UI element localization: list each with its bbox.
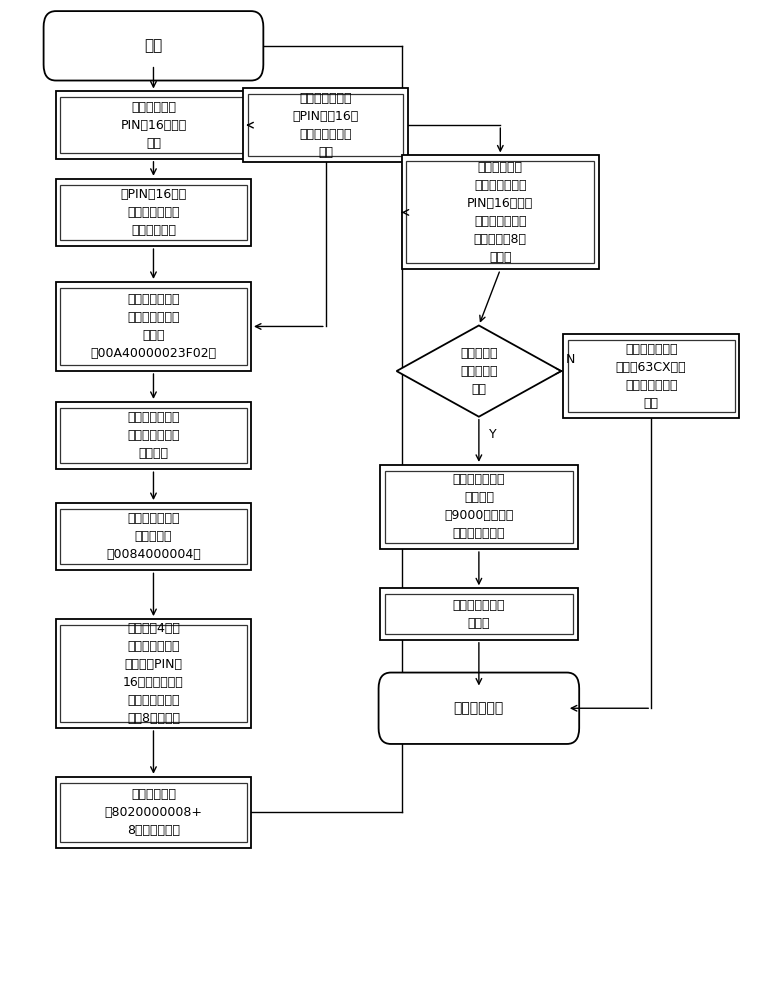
Bar <box>563 334 739 418</box>
Text: Y: Y <box>489 428 496 441</box>
Text: 表具进行其他各
种操作: 表具进行其他各 种操作 <box>453 599 505 630</box>
FancyBboxPatch shape <box>378 673 579 744</box>
Text: N: N <box>566 353 575 366</box>
FancyBboxPatch shape <box>43 11 263 81</box>
Bar <box>567 340 735 412</box>
Bar <box>244 88 408 162</box>
Bar <box>60 783 246 842</box>
Bar <box>60 509 246 564</box>
Text: 把PIN和16位查
表种子通过母卡
传递个用户卡: 把PIN和16位查 表种子通过母卡 传递个用户卡 <box>120 188 187 237</box>
Bar <box>56 777 251 848</box>
Text: 读卡操作完成: 读卡操作完成 <box>454 701 504 715</box>
Bar <box>56 91 251 159</box>
Text: 通过修改密钥卡
把PIN码和16位
查表种子传递给
表具: 通过修改密钥卡 把PIN码和16位 查表种子传递给 表具 <box>293 92 359 159</box>
Bar <box>380 465 577 549</box>
Text: 向表具发送错误
指令（63CX），
不打开卡的相关
应用: 向表具发送错误 指令（63CX）， 不打开卡的相关 应用 <box>616 343 687 410</box>
Bar <box>380 588 577 640</box>
Text: 开始: 开始 <box>144 38 163 53</box>
Bar <box>248 94 403 156</box>
Bar <box>60 288 246 365</box>
Bar <box>385 594 573 634</box>
Polygon shape <box>396 325 561 417</box>
Text: 向表具发送验证
真确指令
（9000）同时打
开卡的相关应用: 向表具发送验证 真确指令 （9000）同时打 开卡的相关应用 <box>444 473 514 540</box>
Text: 用户卡插表后，
表具选择相关应
用目录
（00A40000023F02）: 用户卡插表后， 表具选择相关应 用目录 （00A40000023F02） <box>91 293 217 360</box>
Bar <box>56 503 251 570</box>
Bar <box>385 471 573 543</box>
Bar <box>56 619 251 728</box>
Bar <box>402 155 599 269</box>
Bar <box>56 179 251 246</box>
Bar <box>60 97 246 153</box>
Text: 表具向卡发送
（8020000008+
8个字节密钥）: 表具向卡发送 （8020000008+ 8个字节密钥） <box>104 788 203 837</box>
Bar <box>60 185 246 240</box>
Bar <box>60 408 246 463</box>
Bar <box>56 402 251 469</box>
Text: 表具向卡发送取
随机数命令
（0084000004）: 表具向卡发送取 随机数命令 （0084000004） <box>106 512 200 561</box>
Text: 表具取出4个字
节随机数后，通
过下载的PIN和
16位查表种子进
行运算得出一个
新的8字节密钥: 表具取出4个字 节随机数后，通 过下载的PIN和 16位查表种子进 行运算得出一… <box>123 622 184 725</box>
Bar <box>406 161 594 263</box>
Text: 表具读取卡中信
息，判断是否是
本系统卡: 表具读取卡中信 息，判断是否是 本系统卡 <box>127 411 180 460</box>
Bar <box>60 625 246 722</box>
Text: 管理者设置主
PIN和16位查表
种子: 管理者设置主 PIN和16位查表 种子 <box>120 101 187 150</box>
Text: 卡接受该指令
后，通过下载的
PIN和16位查表
种子进行运算得
出一个新的8字
节密钥: 卡接受该指令 后，通过下载的 PIN和16位查表 种子进行运算得 出一个新的8字… <box>467 161 533 264</box>
Bar <box>56 282 251 371</box>
Text: 卡中判断两
个密钥是否
相同: 卡中判断两 个密钥是否 相同 <box>460 347 498 396</box>
